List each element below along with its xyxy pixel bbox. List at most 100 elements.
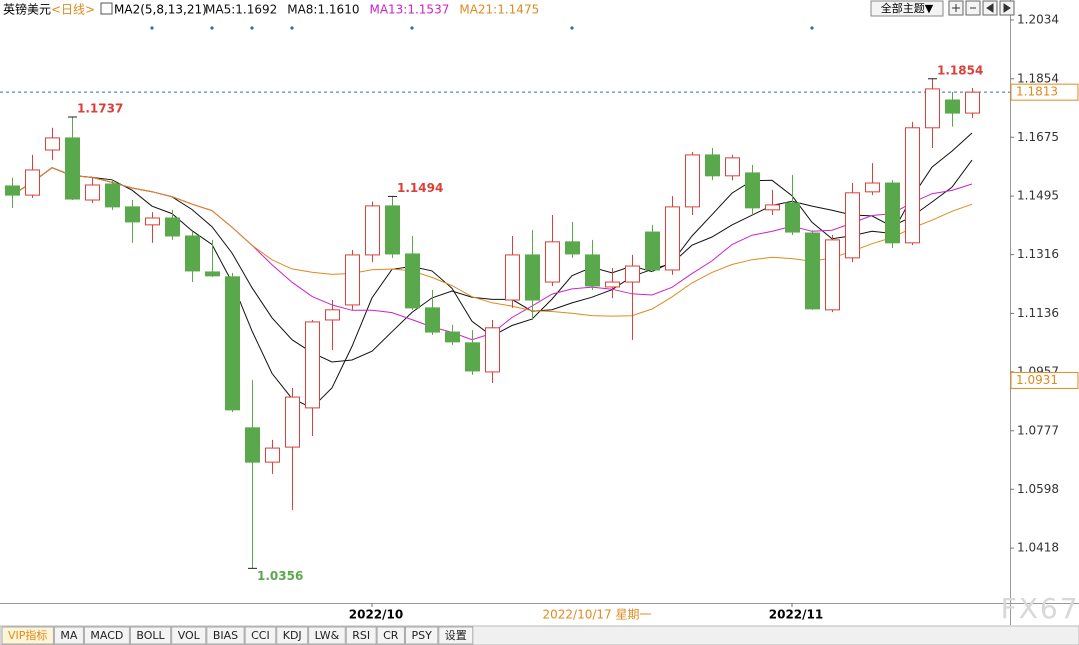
tab-label[interactable]: VOL xyxy=(178,629,201,642)
extreme-label: 1.1854 xyxy=(937,63,983,77)
tab-label[interactable]: KDJ xyxy=(283,629,302,642)
tab[interactable] xyxy=(345,626,377,645)
y-tick-label: 1.1316 xyxy=(1017,247,1059,261)
candle-body xyxy=(245,427,260,463)
candle-body xyxy=(965,91,980,114)
theme-button[interactable] xyxy=(870,0,944,17)
ma-legend: MA13:1.1537 xyxy=(369,3,449,17)
candle-body xyxy=(905,127,920,244)
theme-button-label: 全部主题▼ xyxy=(881,1,934,15)
candle-body xyxy=(565,241,580,255)
tab[interactable] xyxy=(244,626,277,645)
tab[interactable] xyxy=(308,626,346,645)
tab-label[interactable]: CR xyxy=(383,629,399,642)
tab-label[interactable]: PSY xyxy=(411,629,432,642)
tab[interactable] xyxy=(206,626,245,645)
candle-body xyxy=(85,184,100,201)
tab-label[interactable]: LW& xyxy=(315,629,340,642)
candle-body xyxy=(385,205,400,255)
candle-body xyxy=(405,253,420,309)
candle-body xyxy=(265,447,280,463)
candle-body xyxy=(145,217,160,226)
candle-body xyxy=(445,331,460,343)
candle-body xyxy=(545,241,560,283)
x-tick-label: 2022/10 xyxy=(349,608,403,622)
tab-label[interactable]: RSI xyxy=(352,629,370,642)
tab[interactable] xyxy=(1,626,54,645)
candle-body xyxy=(45,137,60,151)
candle-body xyxy=(785,202,800,233)
price-tag-box xyxy=(1010,83,1079,101)
tab[interactable] xyxy=(171,626,207,645)
y-tick-label: 1.2034 xyxy=(1017,12,1059,26)
event-dot xyxy=(570,26,574,30)
candle-body xyxy=(305,321,320,409)
event-dot xyxy=(410,26,414,30)
candle-body xyxy=(645,231,660,271)
tab[interactable] xyxy=(376,626,405,645)
extreme-label: 1.1737 xyxy=(77,102,123,116)
tab-label[interactable]: BOLL xyxy=(136,629,165,642)
tab[interactable] xyxy=(438,626,474,645)
price-tag-label: 1.0931 xyxy=(1016,373,1058,387)
candle-body xyxy=(765,204,780,211)
candle-body xyxy=(25,169,40,196)
candle-body xyxy=(745,172,760,209)
candle-body xyxy=(225,276,240,411)
event-dot xyxy=(290,26,294,30)
y-tick-label: 1.0598 xyxy=(1017,482,1059,496)
candle-body xyxy=(685,154,700,208)
ma-legend: MA5:1.1692 xyxy=(205,3,277,17)
extreme-label: 1.1494 xyxy=(397,181,443,195)
candle-body xyxy=(5,185,20,196)
event-dot xyxy=(250,26,254,30)
candle-body xyxy=(185,235,200,272)
candle-body xyxy=(725,157,740,177)
tab-label[interactable]: CCI xyxy=(251,629,270,642)
watermark: FX678 xyxy=(1001,592,1079,625)
candle-body xyxy=(845,192,860,259)
candle-body xyxy=(605,281,620,288)
tab-label[interactable]: MACD xyxy=(90,629,123,642)
y-tick-label: 1.0418 xyxy=(1017,541,1059,555)
ma-legend: MA21:1.1475 xyxy=(459,3,539,17)
y-tick-label: 1.1854 xyxy=(1017,71,1059,85)
candle-body xyxy=(125,206,140,223)
tab[interactable] xyxy=(276,626,309,645)
y-tick-label: 1.0777 xyxy=(1017,423,1059,437)
candle-body xyxy=(925,88,940,129)
indicator-icon xyxy=(100,2,113,15)
candle-body xyxy=(825,239,840,311)
candle-body xyxy=(705,154,720,177)
y-tick-label: 1.1136 xyxy=(1017,306,1059,320)
event-markers xyxy=(150,26,814,30)
tab-label[interactable]: MA xyxy=(60,629,77,642)
tab-label[interactable]: VIP指标 xyxy=(8,628,47,642)
tab[interactable] xyxy=(129,626,172,645)
event-dot xyxy=(150,26,154,30)
tab-label[interactable]: 设置 xyxy=(445,629,467,642)
indicator-label: MA2(5,8,13,21) xyxy=(114,3,207,17)
candle-body xyxy=(165,217,180,237)
candle-body xyxy=(425,307,440,333)
toolbar-glyphs xyxy=(952,3,1011,13)
candle-body xyxy=(65,137,80,200)
tab-label[interactable]: BIAS xyxy=(213,629,238,642)
candle-body xyxy=(325,309,340,321)
tab[interactable] xyxy=(404,626,439,645)
symbol: 英镑美元 xyxy=(3,2,51,17)
candle-body xyxy=(205,271,220,277)
tab[interactable] xyxy=(83,626,130,645)
tab[interactable] xyxy=(53,626,84,645)
x-tick-label: 2022/11 xyxy=(769,608,823,622)
y-tick-label: 1.1495 xyxy=(1017,189,1059,203)
ma-legend: MA8:1.1610 xyxy=(287,3,359,17)
candle-body xyxy=(665,206,680,271)
price-tag-label: 1.1813 xyxy=(1016,85,1058,99)
candle-body xyxy=(625,265,640,283)
candle-body xyxy=(105,183,120,208)
candle-body xyxy=(585,254,600,287)
candle-body xyxy=(365,205,380,256)
candle-body xyxy=(885,182,900,244)
